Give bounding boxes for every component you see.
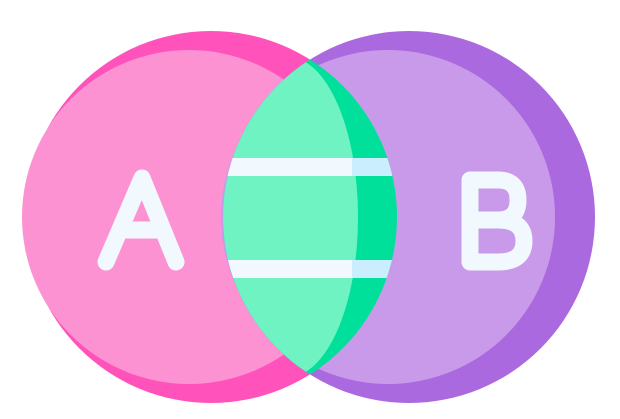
intersection-body	[223, 57, 358, 377]
intersection-stripe-bottom	[223, 260, 352, 278]
intersection-stripe-top	[223, 158, 352, 176]
set-a-label: A	[97, 169, 185, 271]
set-b-label: B	[461, 171, 533, 271]
